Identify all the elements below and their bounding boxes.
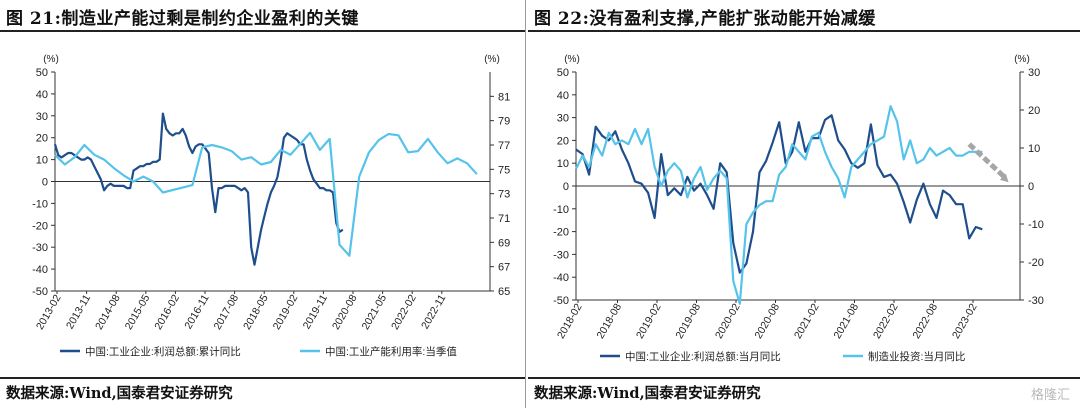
y-right-tick-label: 10 [1028, 143, 1040, 155]
x-tick-label: 2018-08 [594, 301, 624, 341]
series-line-1 [575, 114, 983, 274]
y-right-tick-label: 30 [1028, 67, 1040, 79]
y-right-tick-label: 75 [498, 164, 510, 176]
data-source: 数据来源:Wind,国泰君安证券研究 [534, 385, 761, 402]
y-left-tick-label: 40 [36, 89, 48, 101]
x-tick-label: 2014-08 [93, 292, 123, 332]
series-line-2 [575, 105, 983, 305]
x-tick-label: 2022-11 [419, 292, 448, 331]
right-axis-unit: (%) [484, 54, 500, 65]
right-panel: 图 22:没有盈利支撑,产能扩张动能开始减缓 (%) (%) -50 -40 -30 -2… [528, 0, 1080, 408]
x-tick-label: 2015-05 [123, 292, 153, 332]
y-left-tick-label: -10 [553, 204, 569, 216]
x-tick-label: 2022-08 [910, 301, 940, 341]
x-tick-label: 2017-08 [212, 292, 242, 332]
legend-label-1: 中国:工业企业:利润总额:当月同比 [625, 350, 781, 363]
series-line-2 [54, 131, 478, 257]
y-right-tick-label: 73 [498, 189, 510, 201]
x-tick-label: 2020-08 [752, 301, 782, 341]
title-rule [528, 30, 1080, 32]
y-right-tick-label: 20 [1028, 105, 1040, 117]
y-right-tick-label: 81 [498, 91, 510, 103]
y-left-tick-label: 10 [557, 158, 569, 170]
y-right-tick-label: 0 [1028, 181, 1034, 193]
x-tick-label: 2021-05 [360, 292, 390, 332]
chart-right: (%) (%) -50 -40 -30 -20 -10 0 10 20 30 40 50 -30 -20 -1… [553, 54, 1044, 363]
y-left-tick-label: 20 [557, 135, 569, 147]
right-axis-unit: (%) [1014, 54, 1030, 65]
x-tick-label: 2021-08 [831, 301, 861, 341]
y-right-tick-label: 67 [498, 262, 510, 274]
y-left-tick-label: 0 [563, 181, 569, 193]
y-left-tick-label: -20 [553, 227, 569, 239]
legend-label-2: 中国:工业产能利用率:当季值 [325, 345, 457, 358]
series-line-1 [53, 112, 344, 266]
x-tick-label: 2018-02 [555, 301, 585, 341]
y-left-tick-label: -20 [32, 220, 48, 232]
x-tick-label: 2022-02 [389, 292, 419, 332]
y-left-tick-label: 30 [557, 113, 569, 125]
y-right-tick-label: 71 [498, 213, 510, 225]
x-tick-label: 2019-11 [301, 292, 330, 331]
x-tick-label: 2020-08 [330, 292, 360, 332]
title-rule [0, 30, 525, 32]
y-left-tick-label: -30 [553, 249, 569, 261]
source-rule [0, 377, 525, 379]
y-right-tick-label: -20 [1028, 257, 1044, 269]
y-left-tick-label: -40 [553, 272, 569, 284]
chart-title: 图 22:没有盈利支撑,产能扩张动能开始减缓 [534, 9, 876, 29]
y-right-tick-label: -10 [1028, 219, 1044, 231]
y-left-tick-label: -30 [32, 242, 48, 254]
x-tick-label: 2022-02 [871, 301, 901, 341]
y-left-tick-label: 40 [557, 90, 569, 102]
x-tick-label: 2023-02 [950, 301, 980, 341]
legend-label-2: 制造业投资:当月同比 [868, 350, 965, 363]
y-left-tick-label: 30 [36, 111, 48, 123]
y-left-tick-label: 0 [42, 177, 48, 189]
trend-arrow-head [999, 173, 1009, 183]
left-panel: 图 21:制造业产能过剩是制约企业盈利的关键 (%) (%) -50 -40 -30 -2… [0, 0, 525, 408]
x-tick-label: 2016-11 [182, 292, 211, 331]
chart-left: (%) (%) -50 -40 -30 -20 -10 0 10 20 30 40 50 65 67 69 71… [32, 54, 510, 358]
left-axis-unit: (%) [564, 54, 580, 65]
x-tick-label: 2019-02 [271, 292, 301, 332]
chart-title: 图 21:制造业产能过剩是制约企业盈利的关键 [6, 9, 359, 29]
y-left-tick-label: 20 [36, 133, 48, 145]
y-right-tick-label: 77 [498, 140, 510, 152]
x-tick-label: 2018-05 [241, 292, 271, 332]
trend-arrow [967, 142, 1007, 180]
data-source: 数据来源:Wind,国泰君安证券研究 [6, 385, 233, 402]
legend-label-1: 中国:工业企业:利润总额:累计同比 [85, 345, 241, 358]
panel-divider [525, 0, 526, 408]
source-rule [528, 377, 1080, 379]
y-left-tick-label: -40 [32, 264, 48, 276]
left-axis-unit: (%) [43, 54, 59, 65]
x-tick-label: 2019-08 [673, 301, 703, 341]
y-left-tick-label: 50 [557, 67, 569, 79]
x-tick-label: 2020-02 [713, 301, 743, 341]
y-right-tick-label: 69 [498, 237, 510, 249]
y-left-tick-label: -50 [32, 286, 48, 298]
y-right-tick-label: 65 [498, 286, 510, 298]
y-left-tick-label: -50 [553, 295, 569, 307]
x-tick-label: 2021-02 [792, 301, 822, 341]
watermark: 格隆汇 [1030, 388, 1070, 403]
x-tick-label: 2016-02 [152, 292, 182, 332]
x-tick-label: 2019-02 [634, 301, 664, 341]
x-tick-label: 2013-02 [34, 292, 64, 332]
y-right-tick-label: 79 [498, 116, 510, 128]
y-left-tick-label: 10 [36, 155, 48, 167]
y-left-tick-label: -10 [32, 198, 48, 210]
y-left-tick-label: 50 [36, 67, 48, 79]
x-tick-label: 2013-11 [64, 292, 93, 331]
y-right-tick-label: -30 [1028, 295, 1044, 307]
